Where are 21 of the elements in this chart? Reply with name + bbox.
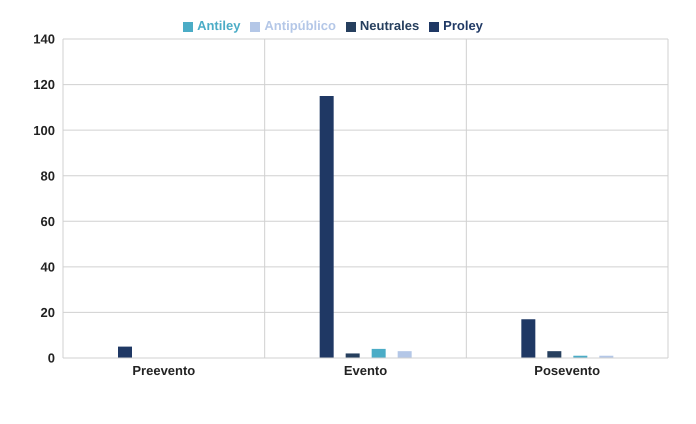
y-tick-label: 120 [33,77,55,92]
bar [521,319,536,358]
x-tick-label: Preevento [132,363,196,378]
x-tick-label: Evento [344,363,388,378]
y-tick-label: 60 [40,214,55,229]
y-tick-label: 20 [40,305,55,320]
legend-label: Proley [443,18,483,33]
legend-label: Neutrales [360,18,420,33]
y-tick-label: 140 [33,32,55,47]
y-tick-label: 0 [48,350,55,366]
y-tick-label: 80 [40,168,55,184]
bar [398,351,412,358]
legend-label: Antipúblico [264,18,336,33]
bar [547,351,562,358]
bar [320,96,334,358]
bar [118,346,132,358]
legend-label: Antiley [197,18,240,33]
y-tick-label: 40 [40,259,55,274]
y-tick-label: 100 [33,122,55,138]
x-tick-label: Posevento [534,363,600,378]
bar [372,348,386,358]
